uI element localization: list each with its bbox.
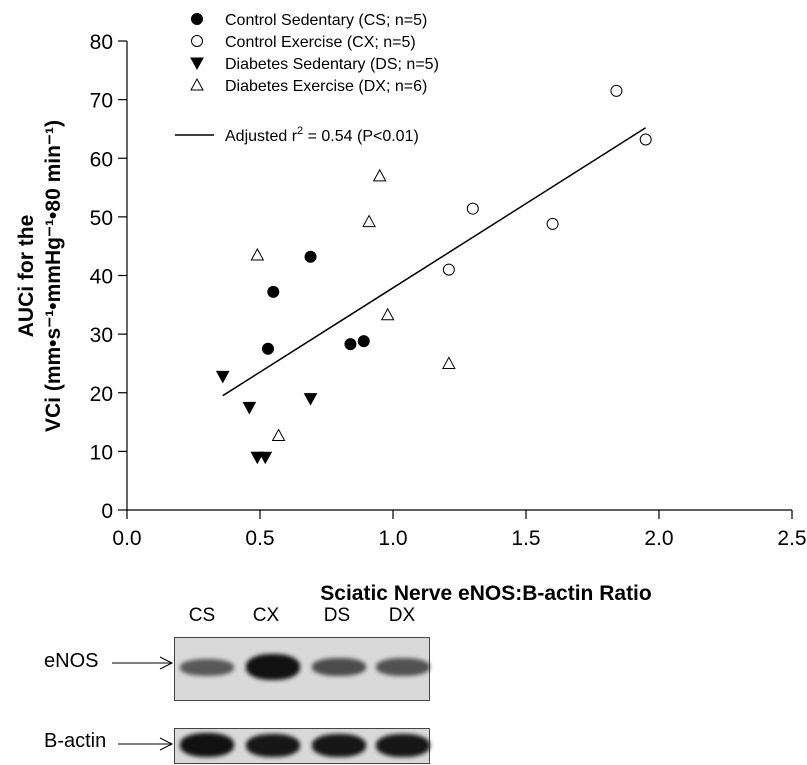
y-tick-label: 10 — [90, 441, 113, 464]
enos-blot — [174, 637, 430, 701]
data-point — [267, 285, 280, 298]
legend-marker — [191, 13, 203, 25]
data-point — [380, 307, 395, 321]
data-point — [215, 370, 230, 384]
legend-marker — [191, 35, 203, 47]
x-tick-label: 0.5 — [245, 527, 274, 550]
y-tick-label: 30 — [90, 324, 113, 347]
chart-axes: 0 10 20 30 40 50 60 70 80 0.0 0.5 1.0 1.5 2.0 2.5 — [90, 31, 807, 550]
legend-label: Diabetes Sedentary (DS; n=5) — [225, 56, 439, 73]
data-point — [258, 451, 273, 465]
y-tick-label: 80 — [90, 31, 113, 54]
x-tick-label: 1.5 — [511, 527, 540, 550]
data-point — [546, 217, 559, 230]
actin-band — [246, 733, 300, 757]
y-tick-label: 60 — [90, 148, 113, 171]
actin-blot — [174, 728, 430, 764]
actin-row-label: B-actin — [44, 730, 107, 752]
y-tick-label: 70 — [90, 90, 113, 113]
chart-marks — [215, 84, 652, 465]
lane-label-cx: CX — [252, 605, 280, 626]
lane-label-dx: DX — [388, 605, 416, 626]
data-point — [357, 335, 370, 348]
lane-label-cs: CS — [188, 605, 216, 626]
y-tick-label: 20 — [90, 383, 113, 406]
y-tick-label: 50 — [90, 207, 113, 230]
data-point — [362, 214, 376, 228]
enos-band — [180, 658, 234, 676]
data-point — [242, 401, 257, 415]
x-tick-label: 0.0 — [112, 527, 141, 550]
legend-marker — [190, 77, 204, 91]
data-point — [442, 356, 456, 369]
x-axis-label: Sciatic Nerve eNOS:B-actin Ratio — [320, 582, 651, 605]
lane-label-ds: DS — [323, 605, 351, 626]
data-point — [639, 133, 652, 146]
data-point — [303, 393, 318, 406]
actin-band — [376, 733, 430, 757]
x-tick-label: 2.5 — [777, 527, 806, 550]
enos-band — [246, 654, 300, 680]
enos-band — [312, 658, 366, 676]
y-tick-label: 0 — [101, 500, 113, 523]
legend-label: Diabetes Exercise (DX; n=6) — [225, 78, 427, 95]
y-axis-label-line1: AUCi for the — [15, 215, 38, 338]
data-point — [610, 84, 623, 97]
chart-legend: Control Sedentary (CS; n=5) Control Exerc… — [175, 12, 439, 145]
fit-line-label: Adjusted r2 = 0.54 (P<0.01) — [225, 125, 419, 145]
legend-marker — [190, 57, 204, 71]
x-tick-label: 2.0 — [644, 527, 673, 550]
data-point — [271, 428, 286, 442]
scatter-chart: 0 10 20 30 40 50 60 70 80 0.0 0.5 1.0 1.5 2.0 2.5 Cont… — [15, 12, 807, 605]
enos-row-label: eNOS — [44, 650, 99, 672]
data-point — [344, 338, 357, 351]
data-point — [304, 250, 317, 263]
data-point — [442, 263, 455, 276]
y-axis-label-line2: VCi (mm•s⁻¹•mmHg⁻¹•80 min⁻¹) — [42, 120, 65, 432]
y-tick-label: 40 — [90, 266, 113, 289]
x-tick-label: 1.0 — [378, 527, 407, 550]
enos-band — [376, 658, 430, 676]
actin-band — [312, 733, 366, 757]
data-point — [261, 342, 274, 355]
legend-label: Control Sedentary (CS; n=5) — [225, 12, 427, 29]
regression-line — [222, 127, 647, 397]
legend-label: Control Exercise (CX; n=5) — [225, 34, 416, 51]
actin-band — [180, 733, 234, 757]
data-point — [466, 202, 479, 215]
data-point — [372, 168, 387, 182]
data-point — [250, 247, 265, 261]
